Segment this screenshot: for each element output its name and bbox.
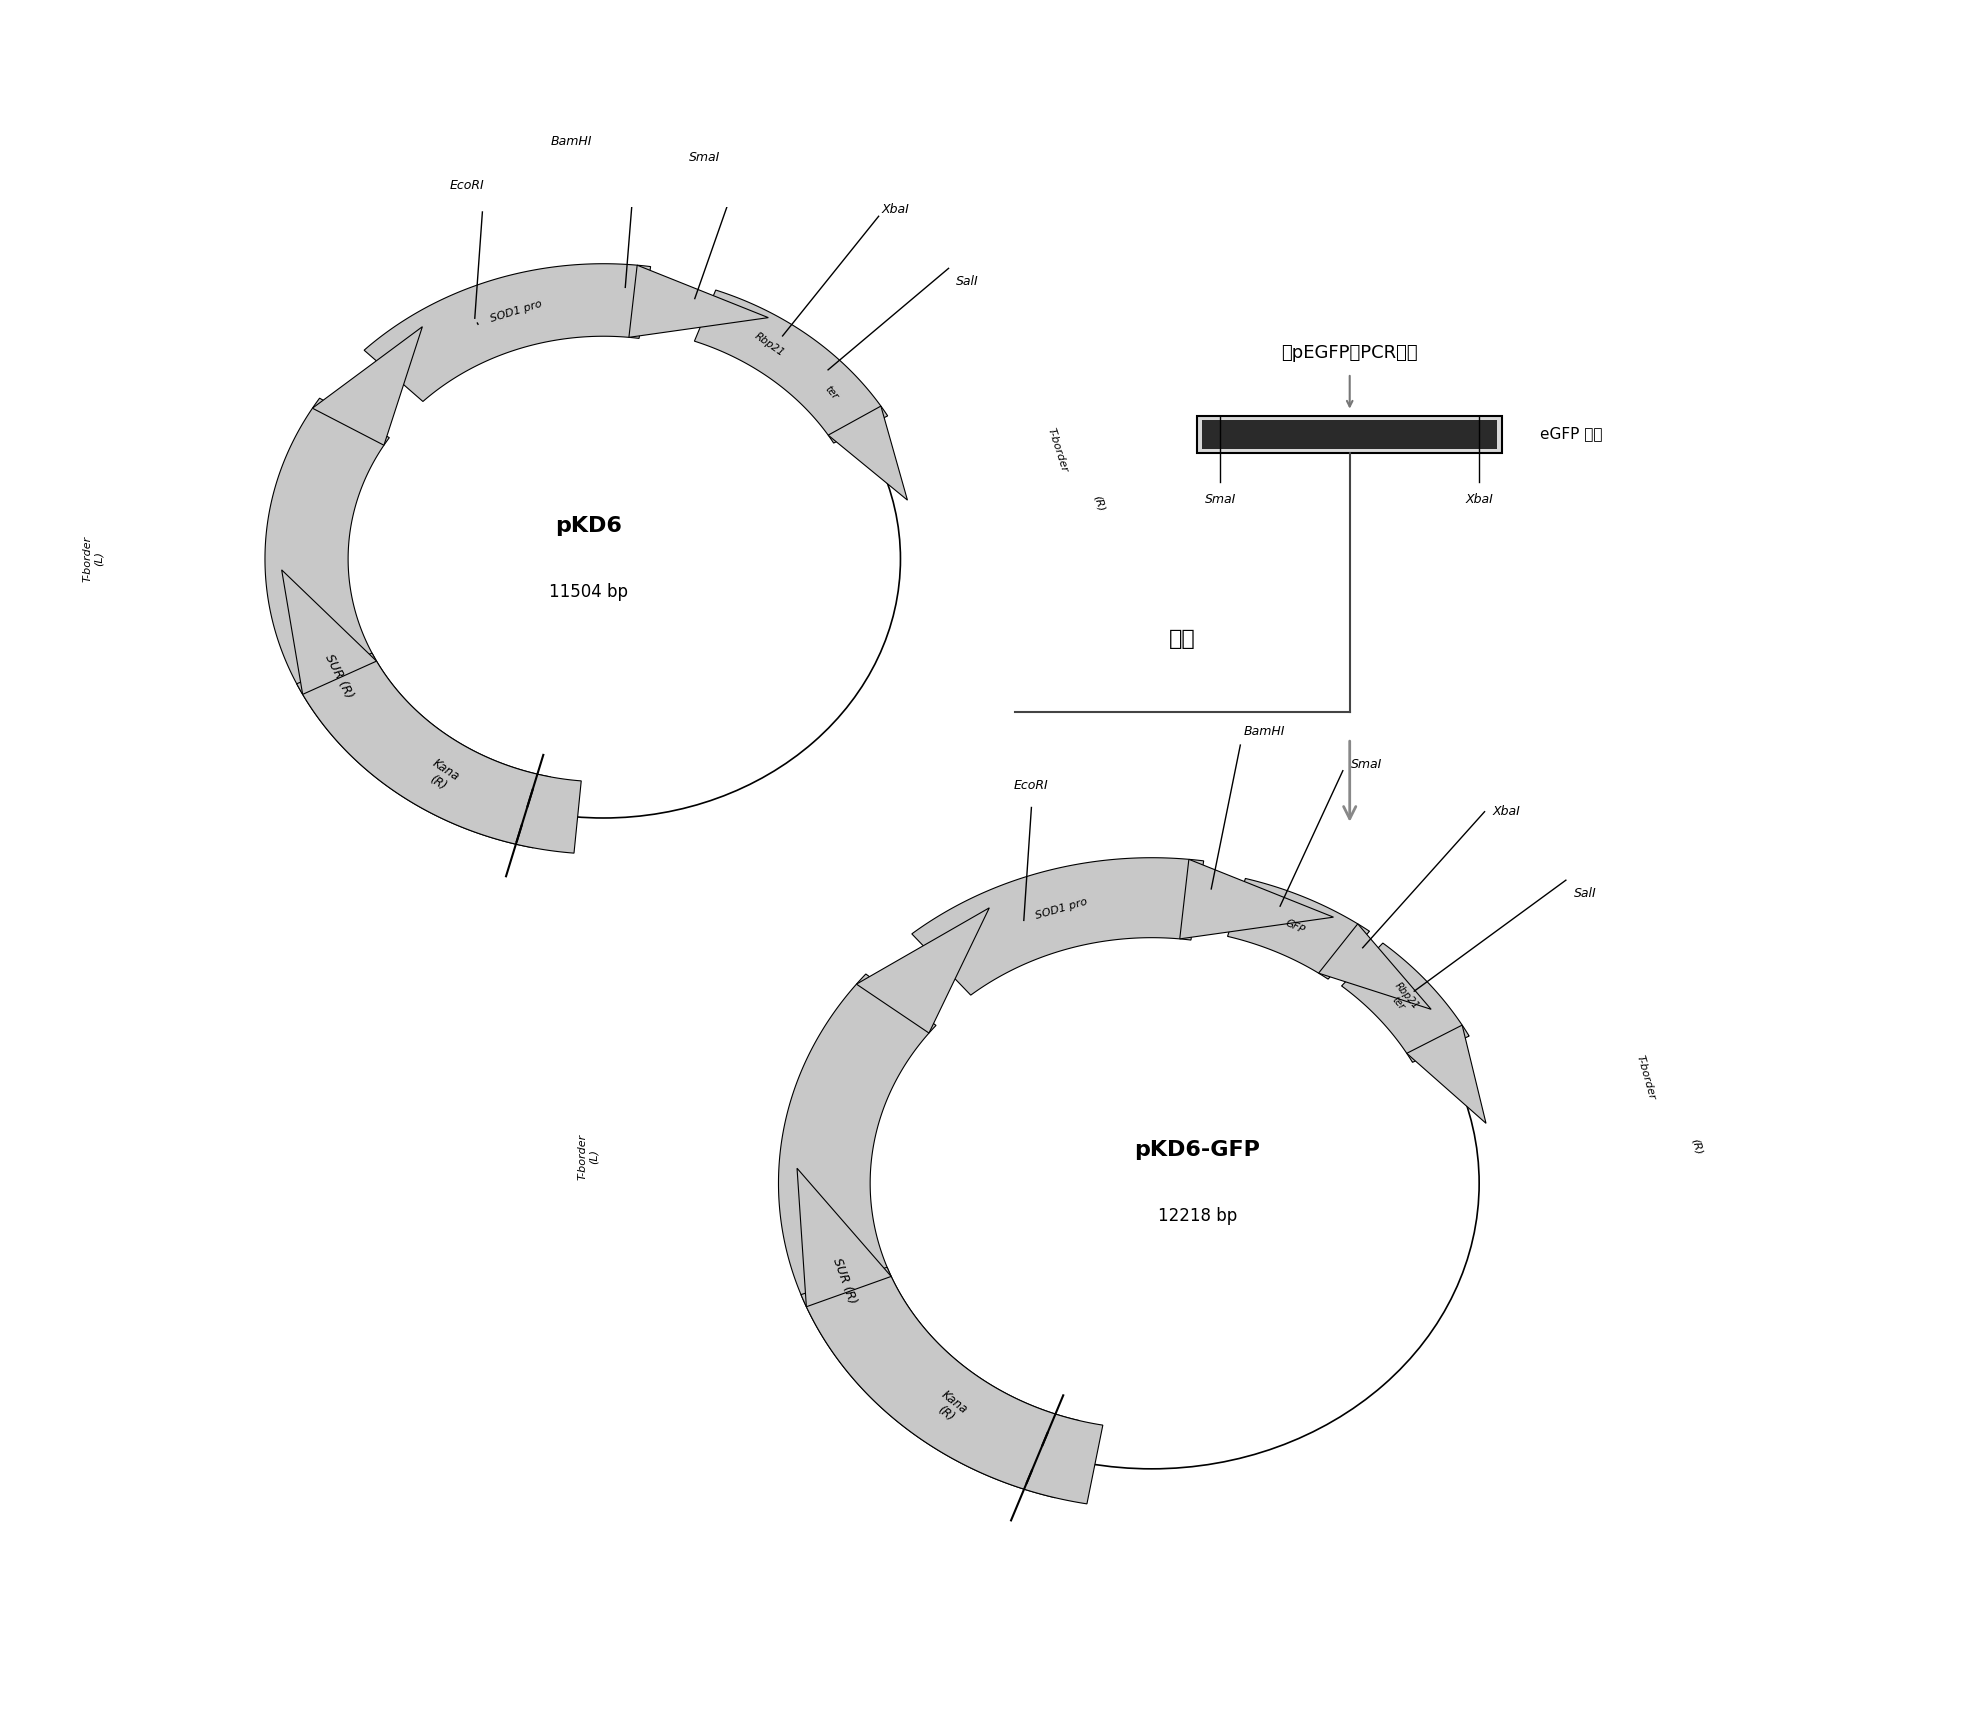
Polygon shape xyxy=(1318,925,1430,1009)
Text: SmaI: SmaI xyxy=(1204,493,1235,505)
Polygon shape xyxy=(1178,859,1334,938)
Text: ter: ter xyxy=(823,383,839,402)
Polygon shape xyxy=(856,907,988,1033)
Polygon shape xyxy=(297,654,581,854)
Text: SalI: SalI xyxy=(1573,887,1595,900)
Text: SmaI: SmaI xyxy=(1349,757,1381,771)
Text: (R): (R) xyxy=(1689,1138,1703,1156)
Text: 从pEGFP经PCR获得: 从pEGFP经PCR获得 xyxy=(1281,343,1418,362)
Text: SUR (R): SUR (R) xyxy=(829,1256,858,1306)
Polygon shape xyxy=(827,405,907,500)
Bar xyxy=(1202,419,1497,449)
Text: pKD6-GFP: pKD6-GFP xyxy=(1133,1140,1259,1159)
Text: (R): (R) xyxy=(1092,495,1106,512)
Polygon shape xyxy=(801,1268,1102,1504)
Text: SOD1 pro: SOD1 pro xyxy=(489,298,544,324)
Text: SalI: SalI xyxy=(956,274,978,288)
Text: BamHI: BamHI xyxy=(1243,724,1284,738)
Text: T-border: T-border xyxy=(1634,1054,1656,1101)
Text: SOD1 pro: SOD1 pro xyxy=(1033,897,1088,921)
Polygon shape xyxy=(281,569,377,695)
Text: GFP: GFP xyxy=(1282,918,1306,935)
Text: Rbp21
ter: Rbp21 ter xyxy=(1383,980,1420,1019)
Text: Kana
(R): Kana (R) xyxy=(422,757,462,795)
Text: T-border
(L): T-border (L) xyxy=(82,536,104,581)
Text: 连接: 连接 xyxy=(1169,628,1194,649)
Text: EcoRI: EcoRI xyxy=(1013,778,1049,792)
Text: EcoRI: EcoRI xyxy=(450,179,485,191)
Polygon shape xyxy=(1341,944,1469,1063)
Text: XbaI: XbaI xyxy=(882,204,909,216)
Polygon shape xyxy=(363,264,650,402)
Polygon shape xyxy=(778,975,1078,1497)
Polygon shape xyxy=(1406,1025,1485,1123)
Polygon shape xyxy=(628,266,768,338)
Polygon shape xyxy=(797,1168,892,1308)
Polygon shape xyxy=(911,857,1204,995)
Text: Kana
(R): Kana (R) xyxy=(929,1389,970,1428)
Text: SmaI: SmaI xyxy=(689,152,721,164)
Bar xyxy=(1196,416,1500,452)
Text: T-border
(L): T-border (L) xyxy=(577,1133,599,1180)
Text: pKD6: pKD6 xyxy=(554,516,621,536)
Polygon shape xyxy=(693,290,888,443)
Text: T-border: T-border xyxy=(1045,426,1068,474)
Polygon shape xyxy=(1228,878,1369,980)
Polygon shape xyxy=(265,398,550,847)
Text: SUR (R): SUR (R) xyxy=(322,652,355,700)
Text: Rbp21: Rbp21 xyxy=(752,331,786,359)
Text: XbaI: XbaI xyxy=(1465,493,1493,505)
Text: eGFP 基因: eGFP 基因 xyxy=(1540,426,1603,442)
Text: 11504 bp: 11504 bp xyxy=(548,583,627,602)
Text: BamHI: BamHI xyxy=(550,135,593,148)
Text: 12218 bp: 12218 bp xyxy=(1157,1208,1237,1225)
Polygon shape xyxy=(312,326,422,445)
Text: XbaI: XbaI xyxy=(1491,806,1520,818)
